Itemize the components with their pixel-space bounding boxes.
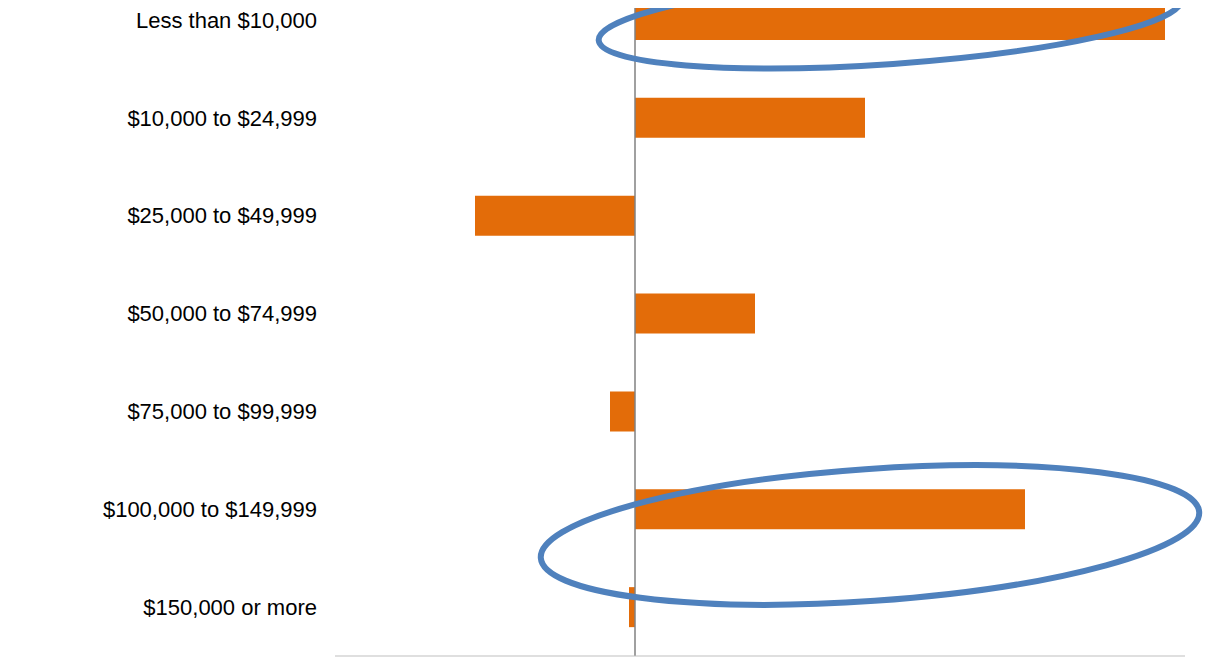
svg-text:$100,000 to $149,999: $100,000 to $149,999 (103, 497, 317, 522)
svg-text:$25,000 to $49,999: $25,000 to $49,999 (127, 203, 317, 228)
svg-text:$50,000 to $74,999: $50,000 to $74,999 (127, 301, 317, 326)
svg-text:$10,000 to $24,999: $10,000 to $24,999 (127, 106, 317, 131)
svg-text:Less than $10,000: Less than $10,000 (136, 8, 317, 33)
svg-text:$75,000 to $99,999: $75,000 to $99,999 (127, 399, 317, 424)
svg-text:$150,000 or more: $150,000 or more (143, 595, 317, 620)
